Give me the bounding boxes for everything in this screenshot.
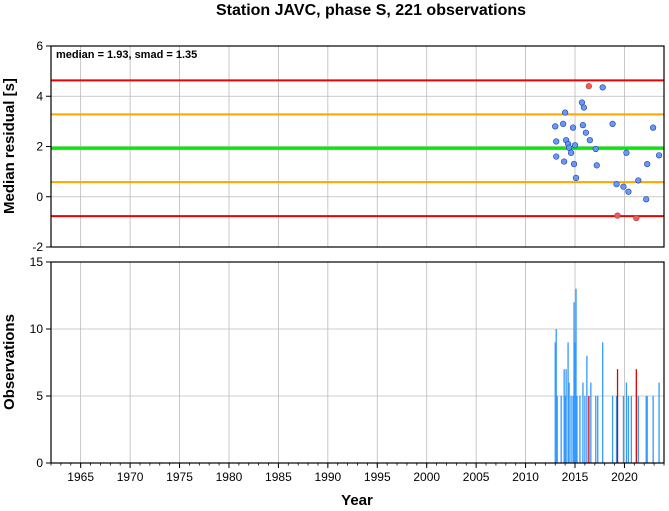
residual-point bbox=[620, 183, 627, 190]
observation-bars bbox=[554, 288, 660, 463]
residual-point bbox=[592, 145, 599, 153]
residual-point bbox=[569, 124, 577, 131]
y-tick-label: 5 bbox=[36, 389, 43, 403]
residual-point-outlier bbox=[633, 215, 640, 222]
residual-point-outlier bbox=[585, 83, 592, 90]
residual-point-outlier bbox=[614, 212, 621, 219]
residual-point bbox=[567, 149, 575, 156]
residual-panel: median = 1.93, smad = 1.35 -2 0 2 4 6 Median… bbox=[1, 39, 665, 254]
observations-y-label: Observations bbox=[1, 314, 18, 410]
residual-point bbox=[580, 104, 588, 111]
observations-y-ticks: 0 5 10 15 bbox=[30, 255, 51, 470]
x-tick-label: 2015 bbox=[562, 470, 589, 484]
observations-panel: 0 5 10 15 1965 1970 1975 1980 1985 1990 1995 2000 2… bbox=[1, 255, 665, 509]
x-tick-label: 1970 bbox=[117, 470, 144, 484]
year-x-label: Year bbox=[341, 492, 373, 509]
x-tick-label: 1965 bbox=[67, 470, 94, 484]
reference-lines bbox=[51, 79, 664, 218]
x-tick-label: 2005 bbox=[463, 470, 490, 484]
residual-point bbox=[579, 122, 587, 129]
stats-annotation: median = 1.93, smad = 1.35 bbox=[56, 49, 197, 61]
residual-point bbox=[655, 152, 663, 159]
y-tick-label: 15 bbox=[30, 255, 44, 269]
x-tick-label: 1980 bbox=[216, 470, 243, 484]
y-tick-label: 6 bbox=[36, 39, 43, 53]
residual-point bbox=[650, 124, 657, 131]
residual-y-label: Median residual [s] bbox=[1, 78, 18, 214]
residual-point bbox=[553, 138, 560, 145]
residual-point bbox=[561, 158, 568, 165]
x-tick-label: 2010 bbox=[512, 470, 539, 484]
residual-point bbox=[625, 188, 632, 195]
y-tick-label: 10 bbox=[30, 322, 44, 336]
residual-point bbox=[609, 120, 616, 127]
y-tick-label: 0 bbox=[36, 456, 43, 470]
residual-point bbox=[571, 142, 579, 149]
x-tick-label: 2000 bbox=[413, 470, 440, 484]
residual-point bbox=[570, 160, 578, 168]
residual-point bbox=[593, 162, 600, 169]
x-tick-label: 1975 bbox=[166, 470, 193, 484]
x-tick-label: 1995 bbox=[364, 470, 391, 484]
residual-point bbox=[643, 196, 650, 203]
y-tick-label: -2 bbox=[32, 240, 43, 254]
chart-title: Station JAVC, phase S, 221 observations bbox=[216, 2, 526, 19]
x-tick-label: 2020 bbox=[611, 470, 638, 484]
year-x-ticks: 1965 1970 1975 1980 1985 1990 1995 2000 2005 2010… bbox=[50, 463, 665, 484]
y-tick-label: 0 bbox=[36, 190, 43, 204]
residual-point bbox=[644, 160, 651, 168]
residual-y-ticks: -2 0 2 4 6 bbox=[32, 39, 51, 254]
observations-panel-frame bbox=[51, 262, 664, 463]
residual-point bbox=[582, 129, 589, 136]
residual-points bbox=[552, 83, 663, 222]
y-tick-label: 4 bbox=[36, 89, 43, 103]
residual-point bbox=[552, 123, 559, 130]
residual-point bbox=[553, 153, 560, 160]
residual-point bbox=[562, 109, 569, 116]
y-tick-label: 2 bbox=[36, 140, 43, 154]
residual-point bbox=[586, 137, 593, 144]
residual-point bbox=[560, 120, 567, 127]
residual-point bbox=[599, 84, 606, 91]
residual-point bbox=[572, 174, 580, 182]
x-tick-label: 1985 bbox=[265, 470, 292, 484]
residual-point bbox=[635, 177, 642, 184]
x-tick-label: 1990 bbox=[314, 470, 341, 484]
residual-point bbox=[623, 149, 630, 156]
residual-point bbox=[613, 181, 620, 188]
